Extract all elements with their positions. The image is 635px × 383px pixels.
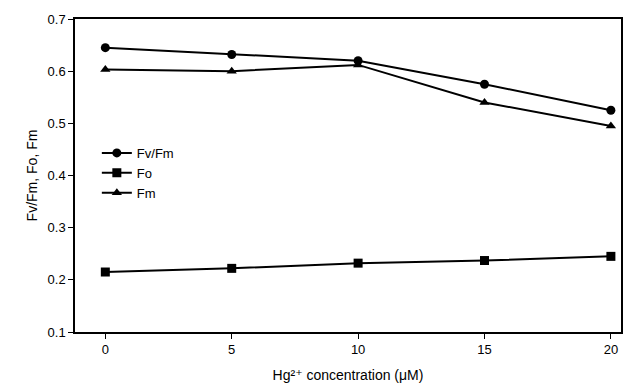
svg-text:0.1: 0.1 [48,325,66,340]
svg-text:20: 20 [604,342,618,357]
svg-text:0.6: 0.6 [48,64,66,79]
svg-text:15: 15 [477,342,491,357]
svg-text:Fv/Fm: Fv/Fm [137,146,174,161]
svg-text:0: 0 [102,342,109,357]
svg-text:Fm: Fm [137,186,156,201]
svg-text:0.4: 0.4 [48,168,66,183]
svg-text:10: 10 [351,342,365,357]
svg-text:5: 5 [228,342,235,357]
svg-text:0.7: 0.7 [48,12,66,27]
svg-text:Fo: Fo [137,166,152,181]
svg-text:Hg²⁺ concentration (μM): Hg²⁺ concentration (μM) [273,367,424,383]
svg-text:0.5: 0.5 [48,116,66,131]
svg-text:0.3: 0.3 [48,220,66,235]
svg-text:Fv/Fm, Fo, Fm: Fv/Fm, Fo, Fm [24,130,40,222]
svg-text:0.2: 0.2 [48,272,66,287]
